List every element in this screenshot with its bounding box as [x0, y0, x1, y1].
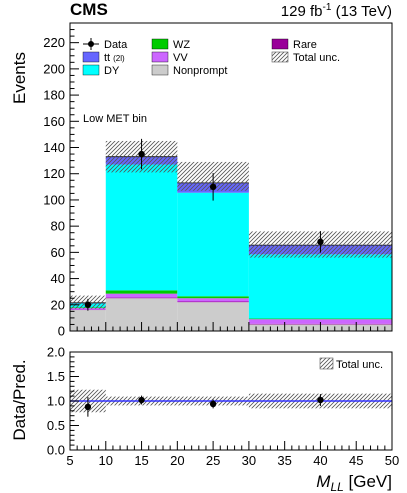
legend-label-total: Total unc. [293, 52, 340, 64]
ratio-ytick-label-4: 2.0 [47, 345, 65, 360]
legend-swatch-tt_2l [82, 51, 100, 63]
lumi-energy: (13 TeV) [331, 3, 392, 20]
main-ytick-label-1: 20 [51, 297, 65, 312]
ratio-point-0 [84, 403, 92, 411]
ratio-point-2 [209, 400, 217, 408]
legend-swatch-total [271, 51, 289, 63]
xtick-label-1: 10 [99, 453, 113, 468]
main-ytick-label-3: 60 [51, 245, 65, 260]
main-ytick-label-11: 220 [43, 35, 65, 50]
main-ytick-label-5: 100 [43, 192, 65, 207]
x-axis-title-unit: [GeV] [344, 472, 392, 491]
xtick-label-6: 35 [277, 453, 291, 468]
xtick-label-8: 45 [349, 453, 363, 468]
main-ytick-label-4: 80 [51, 219, 65, 234]
legend-swatch-nonprompt [151, 64, 169, 76]
ratio-data-layer [84, 394, 324, 417]
main-plot-frame [69, 22, 393, 332]
xtick-label-2: 15 [134, 453, 148, 468]
main-legend: Data WZ Rare tt (2l) VV Total unc. DY Nonprompt [82, 38, 340, 77]
main-y-axis-title: Events [10, 52, 29, 104]
x-axis-title-sub: LL [330, 480, 343, 493]
xtick-label-9: 50 [385, 453, 399, 468]
bar-wz-bin-3 [248, 318, 392, 320]
bar-nonprompt-bin-0 [70, 310, 106, 331]
main-data-layer [84, 138, 324, 311]
xtick-label-7: 40 [313, 453, 327, 468]
bar-dy-bin-2 [177, 192, 249, 297]
x-axis-title-var: M [316, 472, 331, 491]
ratio-axes: 0.0 0.5 1.0 1.5 2.0 5 10 15 20 25 30 35 40 45 50 [47, 345, 399, 469]
ratio-point-1 [138, 396, 145, 404]
bar-wz-bin-2 [177, 296, 249, 299]
bar-vv-bin-2 [177, 298, 249, 302]
ratio-ytick-label-0: 0.0 [47, 443, 65, 458]
lumi-exponent: -1 [323, 2, 332, 13]
legend-label-dy: DY [104, 65, 120, 77]
bar-dy-bin-1 [105, 164, 178, 291]
legend-swatch-dy [82, 64, 100, 76]
lumi-value: 129 fb [281, 3, 323, 20]
legend-swatch-rare [271, 38, 289, 50]
ratio-ytick-label-2: 1.0 [47, 394, 65, 409]
bar-dy-bin-3 [248, 254, 392, 319]
main-ytick-label-2: 40 [51, 271, 65, 286]
xtick-label-0: 5 [66, 453, 73, 468]
main-ytick-label-7: 140 [43, 140, 65, 155]
ratio-ytick-label-3: 1.5 [47, 369, 65, 384]
ratio-ytick-label-1: 0.5 [47, 418, 65, 433]
main-ytick-label-10: 200 [43, 61, 65, 76]
data-point-0 [84, 301, 92, 308]
bin-annotation: Low MET bin [83, 113, 147, 125]
legend-label-vv: VV [173, 52, 188, 64]
legend-label-rare: Rare [293, 39, 317, 51]
data-point-2 [209, 183, 217, 191]
ratio-y-axis-title: Data/Pred. [10, 359, 29, 440]
bar-wz-bin-1 [105, 290, 178, 294]
experiment-label: CMS [70, 0, 108, 19]
lumi-label: 129 fb-1 (13 TeV) [281, 2, 392, 20]
main-stack-layer [70, 156, 392, 331]
legend-swatch-wz [151, 38, 169, 50]
legend-label-data: Data [104, 39, 128, 51]
data-point-1 [138, 150, 145, 158]
data-point-3 [317, 238, 324, 246]
ratio-point-3 [317, 396, 324, 404]
bar-vv-bin-1 [105, 293, 178, 298]
main-axes: 0 20 40 60 80 100 120 140 160 180 200 220 [43, 22, 393, 339]
x-axis-title: MLL [GeV] [316, 472, 392, 493]
main-ytick-label-6: 120 [43, 166, 65, 181]
bar-rare-bin-1 [105, 297, 178, 299]
legend-label-tt_2l: tt (2l) [104, 52, 125, 64]
legend-label-wz: WZ [173, 39, 190, 51]
xtick-label-3: 20 [170, 453, 184, 468]
bar-vv-bin-3 [248, 319, 392, 324]
main-ytick-label-0: 0 [58, 324, 65, 339]
main-ytick-label-8: 160 [43, 114, 65, 129]
ratio-legend-hatch-swatch [319, 357, 334, 370]
legend-label-nonprompt: Nonprompt [173, 65, 227, 77]
xtick-label-4: 25 [206, 453, 220, 468]
main-ytick-label-9: 180 [43, 88, 65, 103]
ratio-legend-label: Total unc. [336, 359, 383, 371]
xtick-label-5: 30 [242, 453, 256, 468]
legend-marker-data [88, 41, 94, 47]
legend-swatch-vv [151, 51, 169, 63]
bar-rare-bin-2 [177, 301, 249, 303]
